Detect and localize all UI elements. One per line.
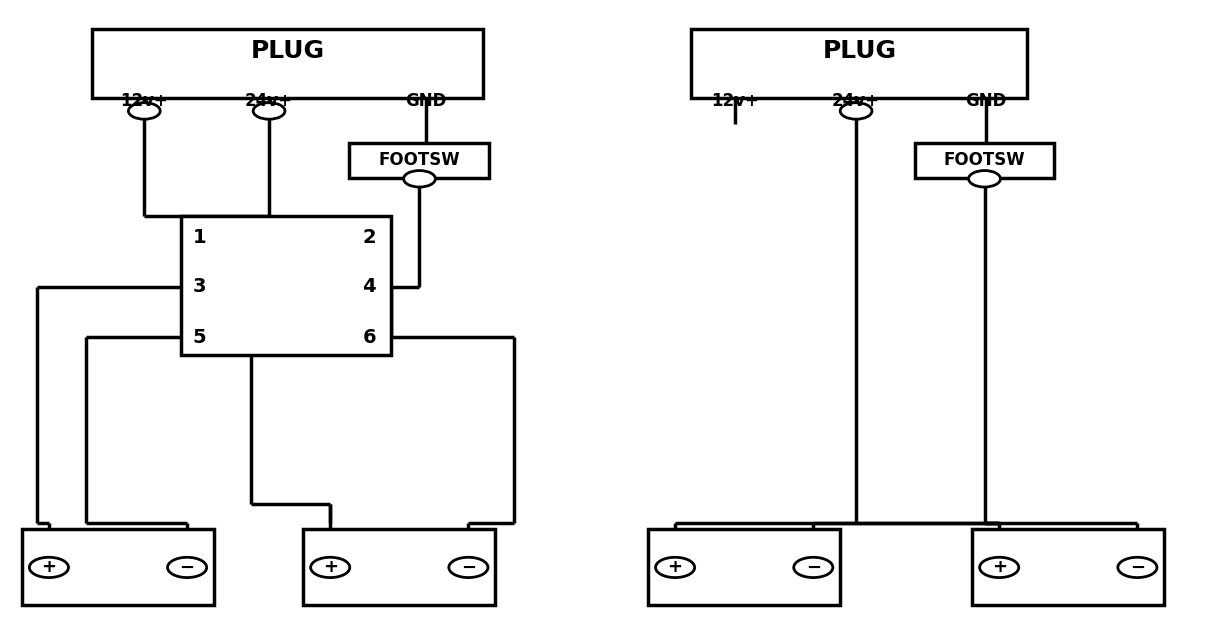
Circle shape xyxy=(840,103,872,119)
Bar xyxy=(22,529,214,605)
Circle shape xyxy=(449,557,488,578)
Bar xyxy=(349,143,489,178)
Circle shape xyxy=(404,171,435,187)
Text: 3: 3 xyxy=(192,277,207,296)
Circle shape xyxy=(794,557,833,578)
Text: GND: GND xyxy=(965,93,1007,110)
Text: +: + xyxy=(323,559,338,576)
Bar xyxy=(648,529,840,605)
Text: −: − xyxy=(1130,559,1145,576)
Text: 24v+: 24v+ xyxy=(245,93,294,110)
Text: −: − xyxy=(180,559,194,576)
Text: 2: 2 xyxy=(362,228,377,247)
Bar xyxy=(92,29,483,98)
Text: +: + xyxy=(42,559,56,576)
Text: GND: GND xyxy=(405,93,446,110)
Text: −: − xyxy=(461,559,476,576)
Bar xyxy=(915,143,1054,178)
Bar xyxy=(691,29,1027,98)
Circle shape xyxy=(656,557,695,578)
Bar xyxy=(303,529,495,605)
Circle shape xyxy=(980,557,1019,578)
Text: +: + xyxy=(668,559,682,576)
Text: PLUG: PLUG xyxy=(823,39,896,63)
Circle shape xyxy=(29,557,68,578)
Circle shape xyxy=(128,103,160,119)
Circle shape xyxy=(168,557,207,578)
Text: 4: 4 xyxy=(362,277,377,296)
Text: FOOTSW: FOOTSW xyxy=(379,151,460,169)
Text: PLUG: PLUG xyxy=(251,39,324,63)
Circle shape xyxy=(311,557,350,578)
Text: 24v+: 24v+ xyxy=(832,93,881,110)
Text: 12v+: 12v+ xyxy=(711,93,759,110)
Circle shape xyxy=(1118,557,1157,578)
Text: +: + xyxy=(992,559,1007,576)
Text: FOOTSW: FOOTSW xyxy=(944,151,1025,169)
Text: 5: 5 xyxy=(192,328,207,347)
Bar xyxy=(181,216,391,355)
Text: −: − xyxy=(806,559,821,576)
Text: 1: 1 xyxy=(192,228,207,247)
Text: 12v+: 12v+ xyxy=(120,93,169,110)
Bar xyxy=(972,529,1164,605)
Circle shape xyxy=(969,171,1000,187)
Text: 6: 6 xyxy=(362,328,377,347)
Circle shape xyxy=(253,103,285,119)
